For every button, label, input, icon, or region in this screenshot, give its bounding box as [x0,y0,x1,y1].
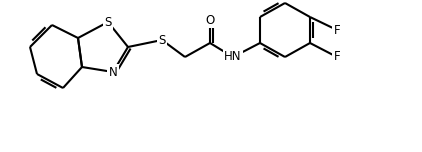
Text: HN: HN [224,50,242,64]
Text: F: F [334,50,340,64]
Text: N: N [108,66,117,78]
Text: F: F [334,24,340,36]
Text: S: S [104,16,112,29]
Text: S: S [158,33,166,47]
Text: O: O [206,14,215,26]
